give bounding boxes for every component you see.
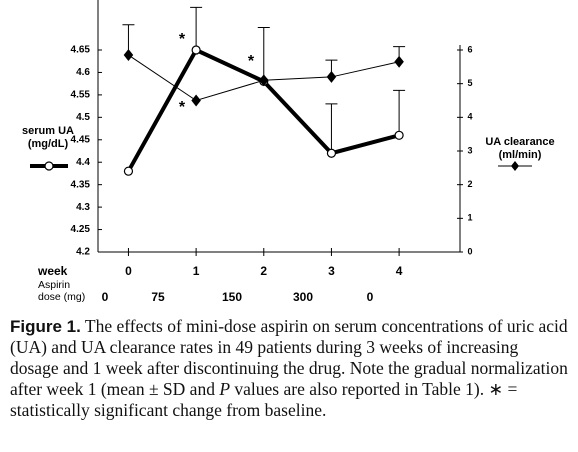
x-tick-label: 0 bbox=[125, 264, 132, 278]
dose-value: 0 bbox=[367, 290, 374, 304]
chart: 4.2 4.25 4.3 4.35 4.4 4.45 4.5 4.55 4.6 4.65 0 1 2 3 4… bbox=[30, 0, 532, 304]
caption-italic: P bbox=[219, 379, 231, 399]
point bbox=[123, 166, 134, 176]
dose-value: 150 bbox=[222, 290, 242, 304]
y-tick-label: 4.6 bbox=[76, 67, 90, 78]
annotation: * bbox=[248, 53, 255, 70]
caption-label: Figure 1. bbox=[10, 317, 81, 336]
caption-text: values are also reported in Table 1). ∗ … bbox=[10, 379, 518, 420]
legend-marker bbox=[44, 161, 54, 171]
point bbox=[394, 55, 404, 68]
point bbox=[259, 74, 269, 87]
y-tick-label: 4.25 bbox=[71, 224, 91, 235]
y-axis-label: serum UA (mg/dL) bbox=[22, 125, 74, 150]
legend-marker bbox=[511, 161, 519, 171]
error-bar bbox=[325, 103, 338, 154]
y-tick-label: 4.5 bbox=[76, 112, 90, 123]
caption-text: The effects of mini-dose aspirin on seru… bbox=[10, 316, 568, 399]
y2-tick-label: 3 bbox=[467, 145, 472, 155]
y-tick-label: 4.2 bbox=[76, 247, 90, 258]
point bbox=[191, 94, 201, 107]
caption: Figure 1. The effects of mini-dose aspir… bbox=[10, 316, 570, 421]
x-tick-label: 4 bbox=[396, 264, 403, 278]
y-tick-label: 4.4 bbox=[76, 157, 90, 168]
point bbox=[394, 130, 404, 140]
point bbox=[191, 45, 201, 55]
y2-axis-label: UA clearance (ml/min) bbox=[485, 136, 555, 161]
y-tick-label: 4.35 bbox=[71, 179, 91, 190]
x-tick-label: 3 bbox=[328, 264, 335, 278]
x-tick-label: 2 bbox=[260, 264, 267, 278]
dose-value: 300 bbox=[293, 290, 313, 304]
annotation: * bbox=[179, 99, 186, 116]
y-tick-label: 4.45 bbox=[71, 134, 91, 145]
dose-label: Aspirin dose (mg) bbox=[38, 279, 86, 303]
y2-tick-label: 0 bbox=[467, 246, 472, 256]
annotation: * bbox=[179, 31, 186, 48]
y2-tick-label: 6 bbox=[467, 44, 472, 54]
y2-tick-label: 4 bbox=[467, 112, 472, 122]
y-tick-label: 4.55 bbox=[71, 90, 91, 101]
error-bar bbox=[257, 27, 270, 82]
dose-value: 75 bbox=[151, 290, 165, 304]
error-bar bbox=[393, 89, 406, 136]
point bbox=[326, 70, 337, 83]
x-axis-label: week bbox=[38, 264, 68, 278]
point bbox=[123, 49, 134, 62]
y2-tick-label: 2 bbox=[467, 179, 472, 189]
y-tick-label: 4.3 bbox=[76, 202, 90, 213]
dose-value: 0 bbox=[102, 290, 109, 304]
x-tick-label: 1 bbox=[193, 264, 200, 278]
point bbox=[326, 148, 337, 158]
y2-tick-label: 5 bbox=[467, 78, 472, 88]
error-bar bbox=[190, 6, 203, 50]
y-tick-label: 4.65 bbox=[71, 45, 91, 56]
y2-tick-label: 1 bbox=[467, 213, 472, 223]
